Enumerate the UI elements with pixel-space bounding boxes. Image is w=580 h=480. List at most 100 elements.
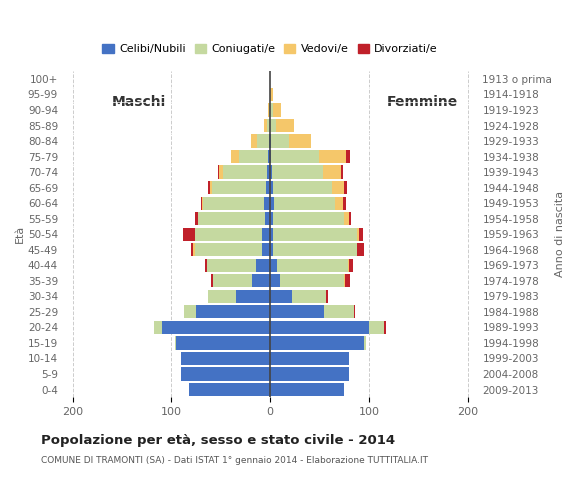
Bar xyxy=(273,103,281,117)
Bar xyxy=(219,166,223,179)
Bar xyxy=(335,196,343,210)
Bar xyxy=(270,336,364,349)
Bar xyxy=(280,274,344,288)
Bar xyxy=(273,181,332,194)
Bar xyxy=(276,119,294,132)
Bar xyxy=(324,305,354,318)
Legend: Celibi/Nubili, Coniugati/e, Vedovi/e, Divorziati/e: Celibi/Nubili, Coniugati/e, Vedovi/e, Di… xyxy=(98,39,443,59)
Bar xyxy=(341,166,343,179)
Bar xyxy=(271,134,289,148)
Bar xyxy=(154,321,162,334)
Bar xyxy=(202,196,203,210)
Bar xyxy=(258,134,269,148)
Bar xyxy=(271,150,318,163)
Bar xyxy=(369,321,384,334)
Y-axis label: Età: Età xyxy=(15,225,25,243)
Bar xyxy=(273,228,357,241)
Text: Popolazione per età, sesso e stato civile - 2014: Popolazione per età, sesso e stato civil… xyxy=(41,434,395,447)
Bar xyxy=(212,181,266,194)
Bar xyxy=(265,212,270,225)
Bar xyxy=(218,166,219,179)
Bar xyxy=(210,181,212,194)
Bar xyxy=(274,196,335,210)
Bar xyxy=(318,150,346,163)
Y-axis label: Anno di nascita: Anno di nascita xyxy=(555,191,565,277)
Bar xyxy=(346,150,350,163)
Bar xyxy=(211,274,213,288)
Bar xyxy=(270,134,271,148)
Bar xyxy=(213,274,252,288)
Bar xyxy=(198,212,265,225)
Bar xyxy=(196,305,270,318)
Bar xyxy=(270,88,273,101)
Bar xyxy=(292,290,327,303)
Bar xyxy=(273,243,357,256)
Bar xyxy=(270,352,349,365)
Bar xyxy=(272,166,324,179)
Bar xyxy=(238,150,268,163)
Text: Maschi: Maschi xyxy=(113,95,166,109)
Bar xyxy=(267,166,270,179)
Bar xyxy=(235,290,270,303)
Bar xyxy=(270,383,344,396)
Bar xyxy=(269,134,270,148)
Bar xyxy=(270,367,349,381)
Bar xyxy=(270,181,273,194)
Bar xyxy=(183,228,195,241)
Bar xyxy=(269,103,270,117)
Bar xyxy=(195,212,198,225)
Bar xyxy=(252,134,258,148)
Bar xyxy=(327,290,328,303)
Bar xyxy=(267,119,270,132)
Bar xyxy=(270,274,280,288)
Bar xyxy=(252,274,270,288)
Bar xyxy=(270,119,276,132)
Bar xyxy=(344,181,347,194)
Bar xyxy=(266,181,270,194)
Bar xyxy=(189,383,270,396)
Bar xyxy=(184,305,196,318)
Bar xyxy=(349,212,351,225)
Bar xyxy=(256,259,270,272)
Bar xyxy=(195,228,262,241)
Bar xyxy=(289,134,311,148)
Bar xyxy=(162,321,270,334)
Bar xyxy=(270,305,324,318)
Bar xyxy=(208,181,210,194)
Bar xyxy=(354,305,355,318)
Bar xyxy=(262,243,270,256)
Text: Femmine: Femmine xyxy=(387,95,458,109)
Bar xyxy=(262,228,270,241)
Bar xyxy=(270,321,369,334)
Bar xyxy=(270,103,273,117)
Bar xyxy=(384,321,386,334)
Bar xyxy=(270,228,273,241)
Bar xyxy=(357,243,364,256)
Bar xyxy=(344,274,345,288)
Bar xyxy=(270,212,273,225)
Bar xyxy=(324,166,341,179)
Bar xyxy=(191,243,193,256)
Bar xyxy=(264,119,267,132)
Bar xyxy=(231,150,238,163)
Bar xyxy=(264,196,270,210)
Bar xyxy=(195,243,262,256)
Bar xyxy=(193,243,195,256)
Bar xyxy=(203,196,264,210)
Bar xyxy=(268,150,270,163)
Bar xyxy=(343,196,346,210)
Text: COMUNE DI TRAMONTI (SA) - Dati ISTAT 1° gennaio 2014 - Elaborazione TUTTITALIA.I: COMUNE DI TRAMONTI (SA) - Dati ISTAT 1° … xyxy=(41,456,427,465)
Bar xyxy=(345,274,350,288)
Bar xyxy=(277,259,348,272)
Bar xyxy=(344,212,349,225)
Bar xyxy=(223,166,267,179)
Bar xyxy=(208,290,235,303)
Bar xyxy=(182,352,270,365)
Bar xyxy=(268,103,269,117)
Bar xyxy=(205,259,207,272)
Bar xyxy=(201,196,202,210)
Bar xyxy=(270,290,292,303)
Bar xyxy=(270,150,271,163)
Bar xyxy=(349,259,353,272)
Bar xyxy=(270,243,273,256)
